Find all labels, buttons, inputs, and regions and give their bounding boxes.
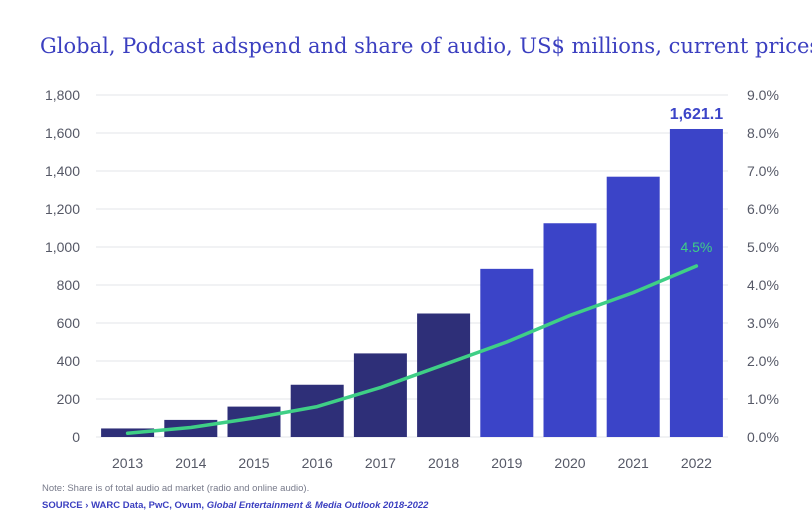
bar-value-label: 1,621.1 [670,106,723,123]
bar-2020 [543,223,597,437]
right-axis-tick-label: 4.0% [747,277,779,293]
right-axis-tick-label: 7.0% [747,163,779,179]
x-axis-tick-label: 2016 [302,455,333,471]
left-axis-tick-label: 0 [72,429,80,445]
source-publication: Global Entertainment & Media Outlook 201… [206,500,429,511]
chart-source: SOURCE › WARC Data, PwC, Ovum, Global En… [42,500,428,511]
x-axis-tick-label: 2015 [238,455,269,471]
right-axis-tick-label: 2.0% [747,353,779,369]
bar-2021 [606,176,660,437]
x-axis-tick-label: 2019 [491,455,522,471]
left-axis-tick-label: 400 [57,353,81,369]
x-axis-tick-label: 2013 [112,455,143,471]
chart-note: Note: Share is of total audio ad market … [42,483,310,494]
x-axis-tick-label: 2022 [681,455,712,471]
left-axis-tick-label: 800 [57,277,81,293]
right-axis-tick-label: 0.0% [747,429,779,445]
bar-2018 [417,313,471,437]
source-label: SOURCE › [42,500,89,511]
x-axis-tick-label: 2014 [175,455,206,471]
right-axis-tick-label: 5.0% [747,239,779,255]
right-axis-tick-label: 8.0% [747,125,779,141]
x-axis-tick-label: 2020 [554,455,585,471]
line-value-label: 4.5% [680,239,712,255]
right-axis-tick-label: 1.0% [747,391,779,407]
left-axis-tick-label: 1,600 [45,125,80,141]
bar-2019 [480,268,534,437]
bar-2017 [353,353,407,437]
bar-2022 [669,128,723,437]
left-axis-tick-label: 600 [57,315,81,331]
right-axis-tick-label: 9.0% [747,87,779,103]
left-axis-tick-label: 1,800 [45,87,80,103]
share-of-audio-line [125,264,699,435]
left-axis-tick-label: 1,000 [45,239,80,255]
left-axis-tick-label: 200 [57,391,81,407]
source-text: WARC Data, PwC, Ovum, [88,500,207,511]
left-axis-tick-label: 1,200 [45,201,80,217]
right-axis-tick-label: 6.0% [747,201,779,217]
x-axis-tick-label: 2018 [428,455,459,471]
x-axis-tick-label: 2021 [618,455,649,471]
right-axis-tick-label: 3.0% [747,315,779,331]
chart-title: Global, Podcast adspend and share of aud… [40,34,812,58]
left-axis-tick-label: 1,400 [45,163,80,179]
x-axis-tick-label: 2017 [365,455,396,471]
